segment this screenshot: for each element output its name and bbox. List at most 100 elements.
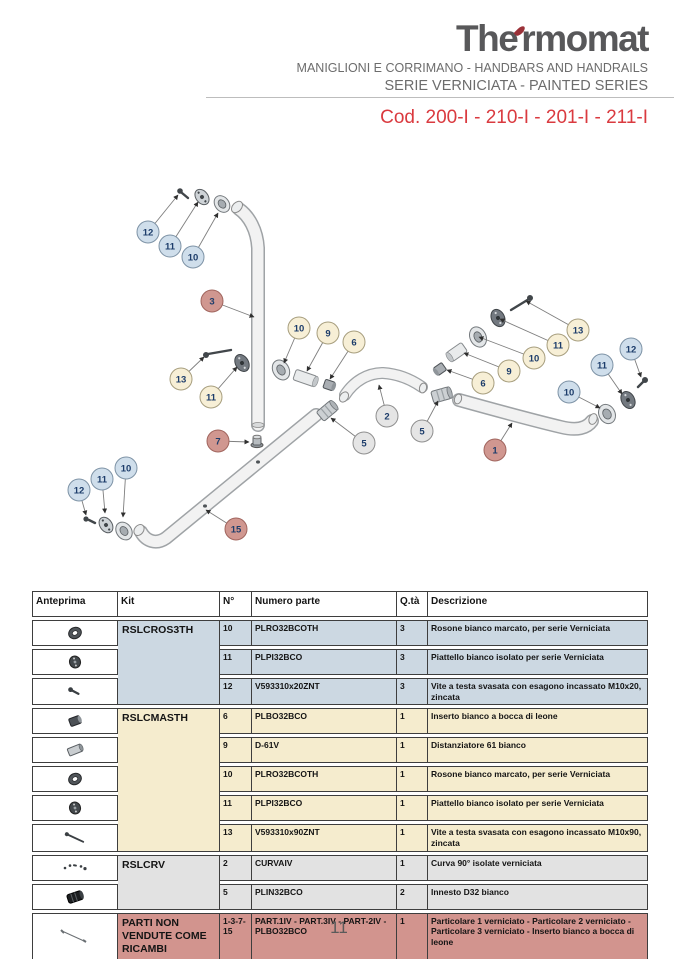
short-screw-icon (68, 686, 80, 695)
part-number-ref: 10 (220, 766, 252, 793)
svg-text:3: 3 (209, 297, 214, 308)
part-description: Piattello bianco isolato per serie Verni… (428, 795, 648, 822)
page-header: The rmomat MANIGLIONI E CORRIMANO - HANDB… (297, 18, 650, 94)
col-header-anteprima: Anteprima (32, 591, 118, 617)
part-number-ref: 13 (220, 824, 252, 852)
part-code: V593310x20ZNT (252, 678, 397, 706)
coupler-left (316, 400, 339, 422)
callout-bubble-10: 10 (114, 456, 138, 480)
part-preview (32, 883, 118, 910)
callout-bubble-10: 10 (557, 380, 581, 404)
callout-bubble-11: 11 (199, 385, 223, 409)
part-code: CURVAIV (252, 854, 397, 881)
part-preview (32, 766, 118, 793)
part-code: PART.1IV - PART.3IV - PART-2IV - PLBO32B… (252, 912, 397, 959)
callout-layer: 12 11 10 3 10 9 6 13 11 2 5 5 7 15 1 6 9 10 11 13 10 11 12 10 11… (67, 194, 643, 541)
vertical-tube (231, 200, 265, 432)
callout-bubble-12: 12 (136, 220, 160, 244)
callout-bubble-9: 9 (497, 359, 521, 383)
parts-table: Anteprima Kit N° Numero parte Q.tà Descr… (32, 591, 648, 959)
svg-text:12: 12 (143, 228, 154, 239)
callout-bubble-11: 11 (590, 353, 614, 377)
callout-bubble-10: 10 (522, 346, 546, 370)
part-preview (32, 620, 118, 646)
callout-bubble-11: 11 (546, 333, 570, 357)
kit-name: RSLCROS3TH (118, 620, 220, 706)
kit-group-non-vendute: PARTI NON VENDUTE COME RICAMBI 1-3-7-15 … (32, 912, 648, 959)
callout-bubble-7: 7 (206, 429, 230, 453)
part-code: PLRO32BCOTH (252, 620, 397, 646)
part-qty: 2 (397, 883, 428, 910)
kit-group-rslcros3th: RSLCROS3TH 10 PLRO32BCOTH 3 Rosone bianc… (32, 620, 648, 706)
rosette-icon (68, 626, 82, 640)
svg-text:11: 11 (553, 341, 564, 352)
part-number-ref: 11 (220, 795, 252, 822)
svg-text:15: 15 (231, 525, 242, 536)
svg-text:11: 11 (597, 361, 608, 372)
callout-bubble-11: 11 (90, 467, 114, 491)
part-preview (32, 854, 118, 881)
callout-bubble-9: 9 (316, 321, 340, 345)
part-number-ref: 5 (220, 883, 252, 910)
part-code: PLIN32BCO (252, 883, 397, 910)
part-preview (32, 678, 118, 706)
part-preview (32, 649, 118, 675)
curve-parts-icon (63, 863, 87, 870)
part-preview (32, 795, 118, 822)
flange-icon (68, 801, 82, 815)
part-preview (32, 708, 118, 735)
svg-text:11: 11 (165, 242, 176, 253)
part-number-ref: 6 (220, 708, 252, 735)
part-description: Particolare 1 verniciato - Particolare 2… (428, 912, 648, 959)
brand-logo-pre: The (456, 18, 519, 59)
part-qty: 1 (397, 854, 428, 881)
long-screw-icon (64, 832, 85, 843)
bottom-left-mount (83, 516, 133, 541)
rosette-icon (68, 773, 82, 786)
col-header-desc: Descrizione (428, 591, 648, 617)
top-left-mount (177, 188, 231, 213)
part-description: Rosone bianco marcato, per serie Vernici… (428, 766, 648, 793)
part-preview (32, 912, 118, 959)
part-qty: 1 (397, 766, 428, 793)
part-description: Distanziatore 61 bianco (428, 737, 648, 764)
part-description: Curva 90° isolate verniciata (428, 854, 648, 881)
part-description: Inserto bianco a bocca di leone (428, 708, 648, 735)
callout-bubble-6: 6 (342, 330, 366, 354)
horizontal-tube (452, 393, 599, 436)
part-description: Piattello bianco isolato per serie Verni… (428, 649, 648, 675)
svg-text:12: 12 (74, 486, 85, 497)
svg-text:10: 10 (188, 253, 199, 264)
part-code: PLPI32BCO (252, 795, 397, 822)
table-header-row: Anteprima Kit N° Numero parte Q.tà Descr… (32, 591, 648, 617)
svg-text:2: 2 (384, 412, 389, 423)
mid-left-assembly (203, 348, 337, 391)
callout-bubble-10: 10 (287, 316, 311, 340)
svg-text:10: 10 (529, 354, 540, 365)
callout-bubble-13: 13 (169, 367, 193, 391)
part-number-ref: 9 (220, 737, 252, 764)
svg-text:11: 11 (206, 393, 217, 404)
callout-bubble-13: 13 (566, 318, 590, 342)
callout-bubble-5: 5 (352, 431, 376, 455)
callout-bubble-6: 6 (471, 371, 495, 395)
coupler-icon (66, 889, 84, 904)
exploded-parts-diagram: 12 11 10 3 10 9 6 13 11 2 5 5 7 15 1 6 9 10 11 13 10 11 12 10 11… (67, 188, 648, 549)
col-header-qty: Q.tà (397, 591, 428, 617)
coupler-right (430, 386, 453, 404)
callout-bubble-12: 12 (67, 478, 91, 502)
insert-icon (68, 715, 82, 727)
elbow-tube (338, 366, 428, 403)
svg-text:6: 6 (351, 338, 356, 349)
part-number-ref: 1-3-7-15 (220, 912, 252, 959)
bottom-insert (250, 434, 264, 449)
svg-text:7: 7 (215, 437, 220, 448)
kit-group-rslcmasth: RSLCMASTH 6 PLBO32BCO 1 Inserto bianco a… (32, 708, 648, 852)
callout-bubble-5: 5 (410, 419, 434, 443)
part-qty: 1 (397, 795, 428, 822)
svg-text:10: 10 (121, 464, 132, 475)
right-mount (598, 377, 648, 425)
callout-bubble-3: 3 (200, 289, 224, 313)
col-header-n: N° (220, 591, 252, 617)
part-preview (32, 824, 118, 852)
